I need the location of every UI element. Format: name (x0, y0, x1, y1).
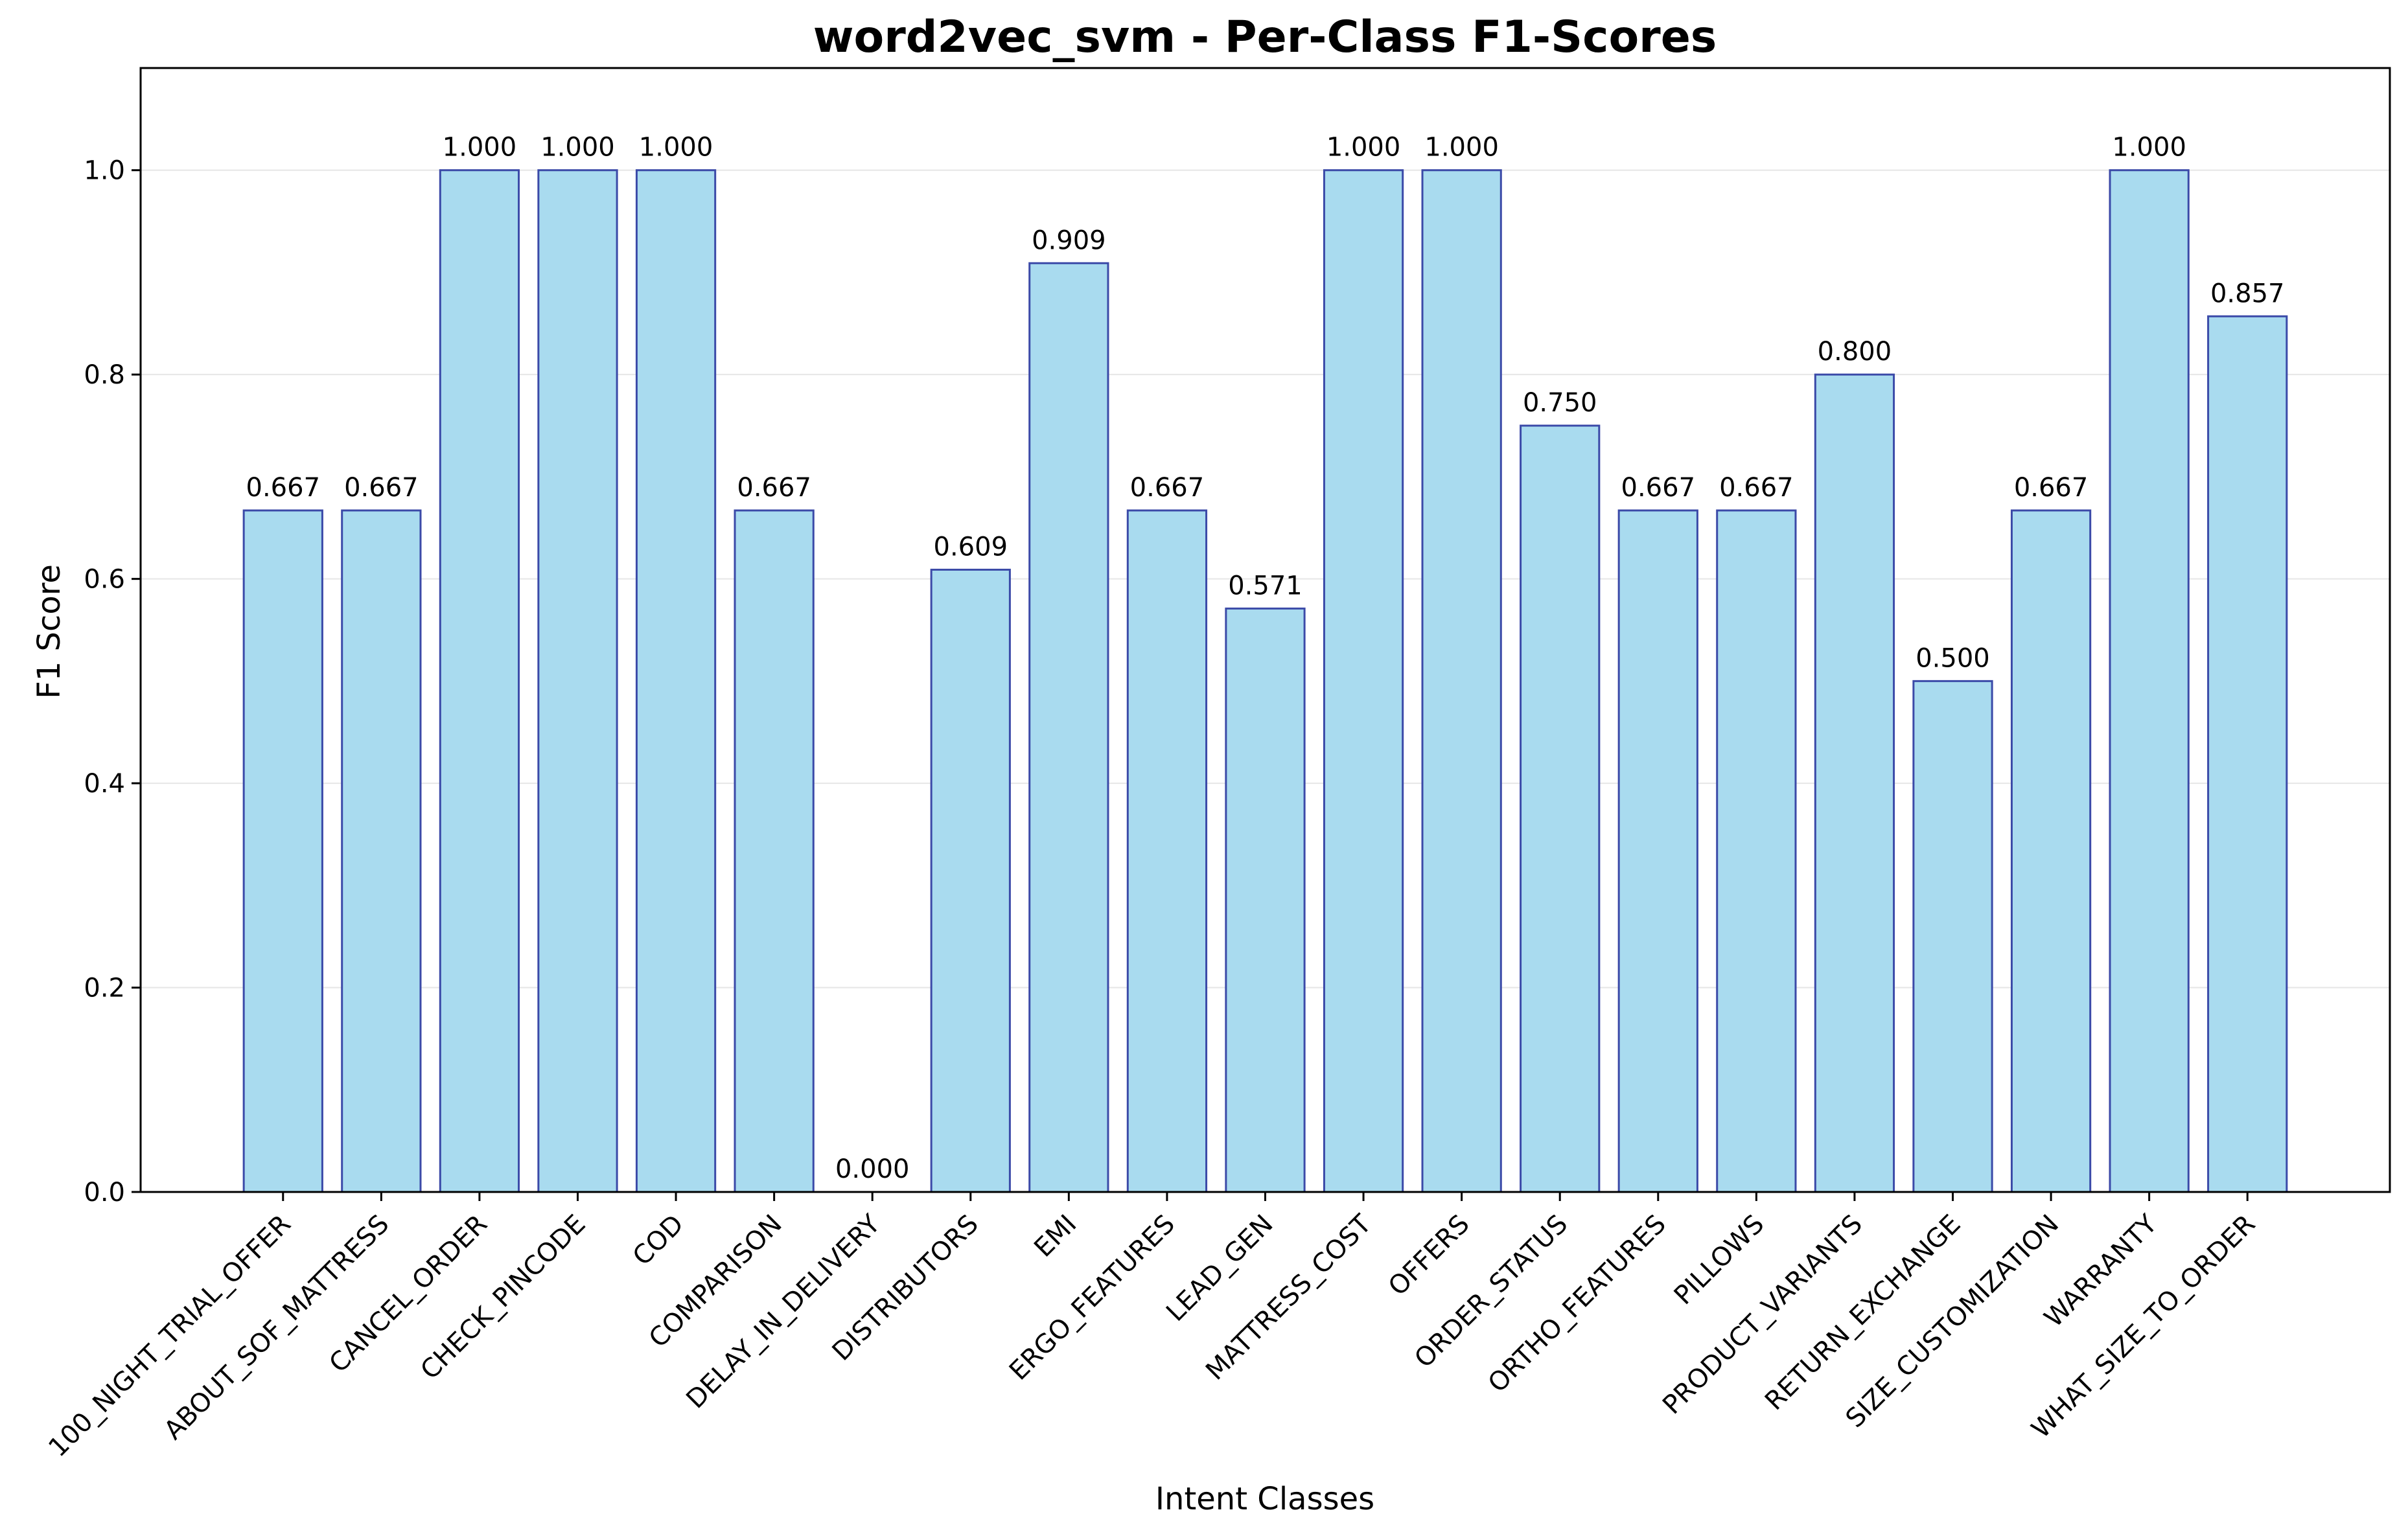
chart-title: word2vec_svm - Per-Class F1-Scores (813, 12, 1717, 63)
bar-value-label: 0.667 (2014, 473, 2089, 503)
y-tick-label: 0.6 (84, 565, 125, 595)
bar-value-label: 0.609 (934, 532, 1008, 562)
bar-value-label: 0.667 (1719, 473, 1794, 503)
bar-value-label: 1.000 (2112, 133, 2186, 163)
bar-value-label: 0.800 (1818, 337, 1892, 367)
bar (1520, 424, 1601, 1193)
bar-value-label: 0.667 (344, 473, 419, 503)
bar-value-label: 0.857 (2210, 279, 2285, 308)
y-axis-label: F1 Score (31, 564, 67, 699)
bar (2207, 315, 2288, 1193)
bar-value-label: 1.000 (443, 133, 517, 163)
x-tick-label: RETURN_EXCHANGE (1759, 1209, 1966, 1416)
x-tick-label: DELAY_IN_DELIVERY (680, 1209, 886, 1414)
bar-value-label: 0.909 (1032, 225, 1106, 255)
bar (537, 169, 618, 1193)
bar (930, 568, 1011, 1193)
bar-value-label: 0.667 (737, 473, 811, 503)
bar-value-label: 1.000 (639, 133, 713, 163)
x-tick-label: EMI (1028, 1209, 1082, 1263)
bar (2109, 169, 2190, 1193)
bar-value-label: 1.000 (540, 133, 615, 163)
y-tick-label: 0.0 (84, 1178, 125, 1208)
bar-value-label: 1.000 (1424, 133, 1499, 163)
x-tick-label: MATTRESS_COST (1200, 1209, 1377, 1386)
x-tick-label: PRODUCT_VARIANTS (1657, 1209, 1868, 1421)
x-tick-label: COD (627, 1209, 689, 1272)
bar (635, 169, 717, 1193)
bar-value-label: 0.750 (1523, 388, 1597, 418)
y-tick-label: 0.4 (84, 769, 125, 799)
y-tick-label: 0.2 (84, 974, 125, 1003)
bar (1912, 680, 1993, 1193)
bar (1617, 509, 1698, 1193)
bar (1814, 373, 1895, 1193)
bar (1716, 509, 1797, 1193)
bar (1421, 169, 1502, 1193)
value-labels: 0.667 0.667 1.000 1.000 1.000 0.667 0.000 0.609… (246, 133, 2285, 1184)
x-tick-label: CHECK_PINCODE (415, 1209, 591, 1386)
bar-value-label: 0.571 (1228, 571, 1302, 601)
bar (2010, 509, 2092, 1193)
bar-value-label: 0.500 (1916, 643, 1990, 673)
bar (734, 509, 815, 1193)
bar (1126, 509, 1208, 1193)
y-tick-label: 1.0 (84, 156, 125, 186)
x-tick-label: OFFERS (1383, 1209, 1476, 1302)
y-axis-ticks: 0.0 0.2 0.4 0.6 0.8 1.0 (84, 156, 141, 1208)
bars (242, 169, 2288, 1193)
bar (1225, 607, 1306, 1193)
x-axis-label: Intent Classes (1155, 1481, 1374, 1517)
y-tick-label: 0.8 (84, 360, 125, 390)
x-axis-ticks: 100_NIGHT_TRIAL_OFFERABOUT_SOF_MATTRESSC… (43, 1192, 2261, 1463)
bar (242, 509, 323, 1193)
bar-value-label: 0.667 (1130, 473, 1205, 503)
x-tick-label: PILLOWS (1669, 1209, 1770, 1311)
x-tick-label: ERGO_FEATURES (1004, 1209, 1181, 1386)
bar (1028, 262, 1109, 1193)
bar-value-label: 0.667 (1621, 473, 1696, 503)
bar-value-label: 0.000 (835, 1154, 910, 1184)
bar-value-label: 0.667 (246, 473, 321, 503)
x-tick-label: ORTHO_FEATURES (1483, 1209, 1672, 1399)
bar-value-label: 1.000 (1326, 133, 1401, 163)
bar (341, 509, 422, 1193)
bar (439, 169, 520, 1193)
bar (1323, 169, 1404, 1193)
